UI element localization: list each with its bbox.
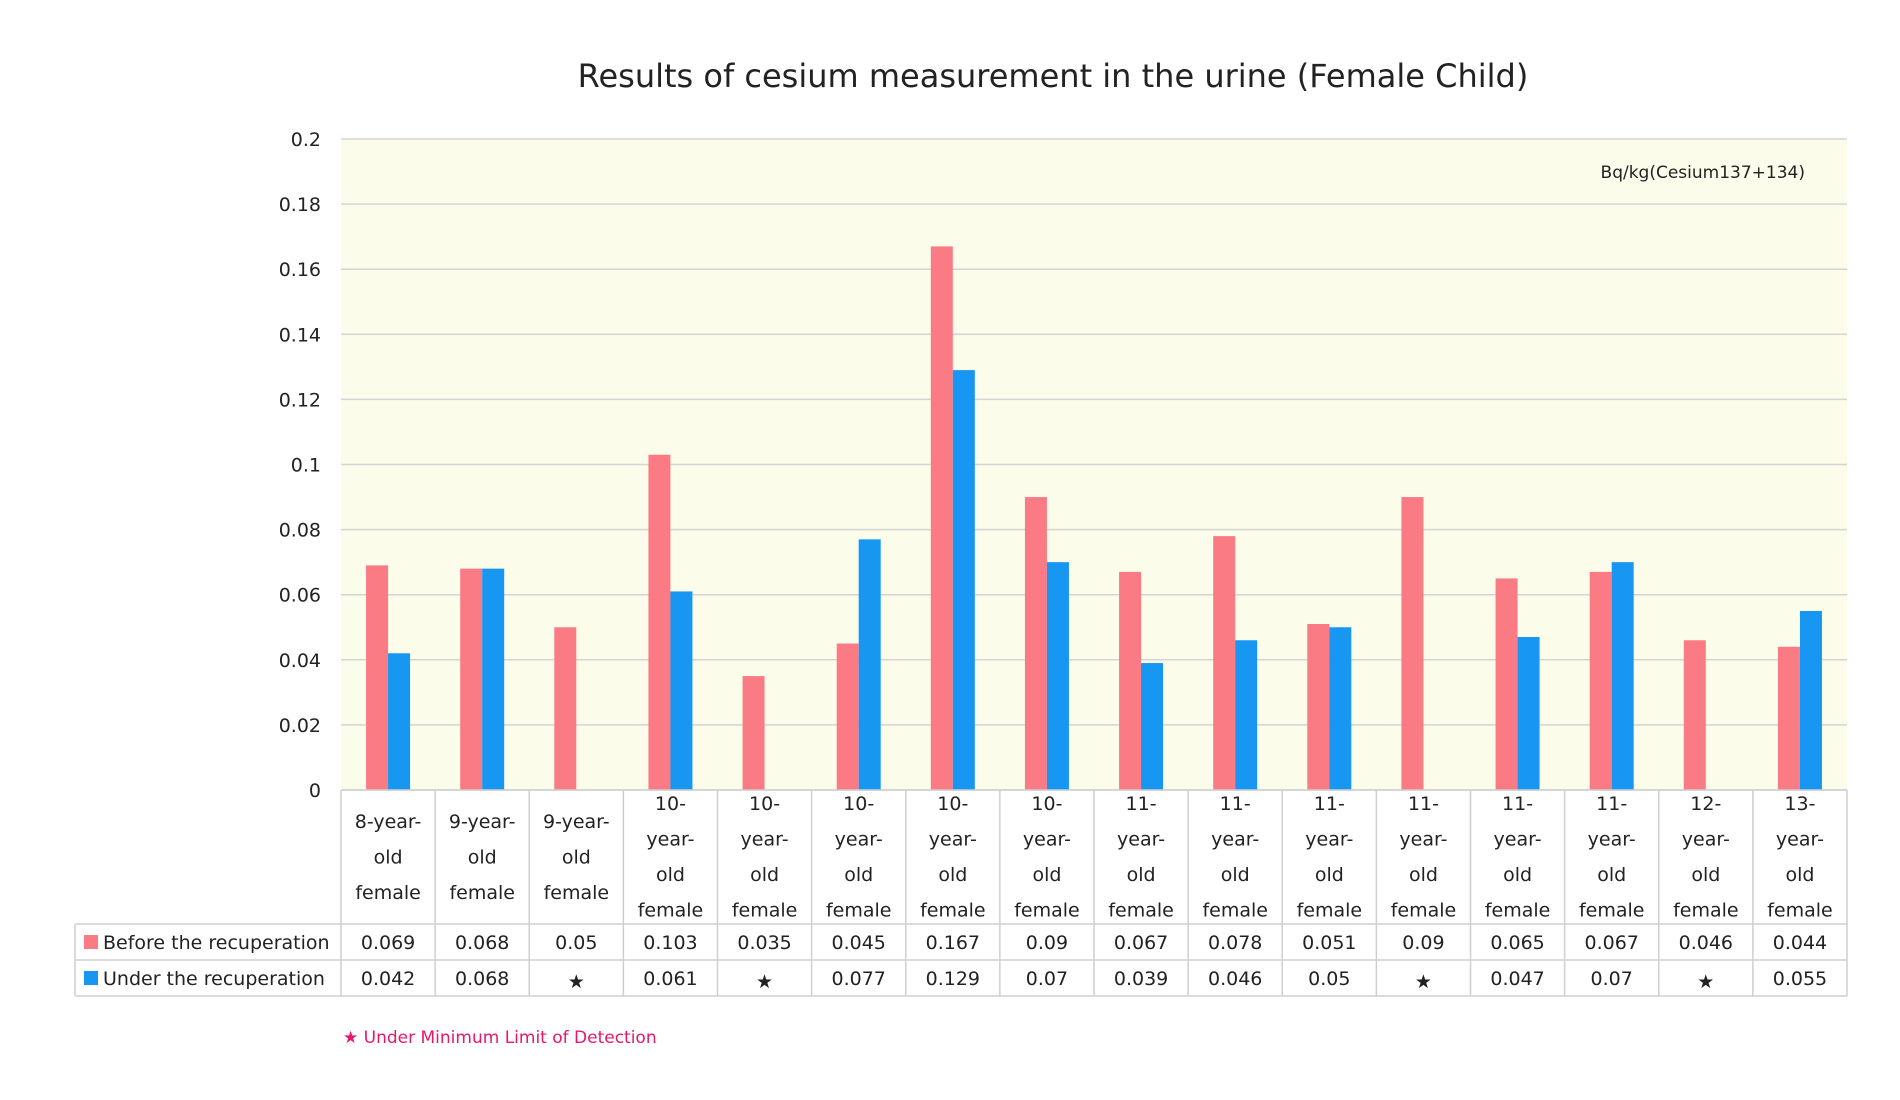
data-cell: 0.067 [1114, 932, 1168, 954]
data-cell: 0.069 [361, 932, 415, 954]
bar-under [388, 653, 411, 790]
data-cell: 0.05 [1308, 968, 1350, 990]
bar-before [836, 643, 859, 790]
category-label: 11-year-old female [1297, 793, 1363, 922]
data-cell: 0.042 [361, 968, 415, 990]
y-tick-label: 0.18 [279, 194, 321, 216]
chart-title: Results of cesium measurement in the uri… [578, 57, 1529, 95]
data-cell: 0.078 [1208, 932, 1262, 954]
y-tick-label: 0.14 [279, 324, 321, 346]
bar-before [742, 676, 765, 790]
bar-under [482, 568, 505, 790]
category-label: 13-year-old female [1767, 793, 1833, 922]
y-tick-label: 0.12 [279, 389, 321, 411]
bar-before [1401, 497, 1424, 790]
data-cell: 0.068 [455, 932, 509, 954]
footnote-legend: ★ Under Minimum Limit of Detection [343, 1028, 657, 1048]
y-tick-label: 0.16 [279, 259, 321, 281]
category-label: 11-year-old female [1108, 793, 1174, 922]
category-label: 10-year-old female [732, 793, 798, 922]
category-label: 9-year-old female [449, 811, 516, 904]
bar-under [952, 370, 975, 790]
data-cell: 0.035 [737, 932, 791, 954]
data-cell: 0.07 [1026, 968, 1068, 990]
data-cell: 0.067 [1584, 932, 1638, 954]
below-detection-star: ★ [756, 971, 773, 993]
bar-before [460, 568, 483, 790]
data-table: 8-year-old female 9-year-old female 9-year-o… [74, 789, 1848, 997]
category-label: 11-year-old female [1579, 793, 1645, 922]
unit-label: Bq/kg(Cesium137+134) [1601, 163, 1805, 183]
bar-before [554, 627, 577, 790]
bar-under [1517, 637, 1540, 790]
bar-before [1213, 536, 1236, 790]
bar-before [1683, 640, 1706, 790]
data-cell: 0.055 [1773, 968, 1827, 990]
category-label: 12-year-old female [1673, 793, 1739, 922]
y-tick-label: 0.08 [279, 520, 321, 542]
data-cell: 0.045 [831, 932, 885, 954]
legend-swatch [84, 935, 98, 949]
y-tick-label: 0.1 [291, 455, 321, 477]
category-label: 11-year-old female [1391, 793, 1457, 922]
bar-before [1777, 646, 1800, 790]
data-cell: 0.068 [455, 968, 509, 990]
bars [366, 246, 1822, 791]
data-cell: 0.061 [643, 968, 697, 990]
data-cell: 0.039 [1114, 968, 1168, 990]
category-label: 10-year-old female [638, 793, 704, 922]
below-detection-star: ★ [1415, 971, 1432, 993]
bar-before [1024, 497, 1047, 790]
bar-under [1611, 562, 1634, 790]
bar-under [1799, 610, 1822, 790]
data-cell: 0.129 [926, 968, 980, 990]
category-label: 10-year-old female [826, 793, 892, 922]
category-label: 11-year-old female [1485, 793, 1551, 922]
bar-before [648, 454, 671, 790]
series-label: Before the recuperation [103, 932, 330, 954]
legend-swatch [84, 971, 98, 985]
category-label: 11-year-old female [1202, 793, 1268, 922]
data-cell: 0.044 [1773, 932, 1827, 954]
bar-before [1307, 623, 1330, 790]
y-tick-label: 0 [309, 780, 321, 802]
bar-under [1235, 640, 1258, 790]
data-cell: 0.077 [831, 968, 885, 990]
bar-under [858, 539, 881, 790]
gridlines [341, 138, 1847, 791]
y-axis: 0 0.02 0.04 0.06 0.08 0.1 0.12 0.14 0.16 0.18 0.2 [279, 129, 321, 802]
bar-under [1046, 562, 1069, 790]
data-cell: 0.103 [643, 932, 697, 954]
y-tick-label: 0.06 [279, 585, 321, 607]
data-cell: 0.065 [1490, 932, 1544, 954]
category-label: 10-year-old female [920, 793, 986, 922]
bar-under [670, 591, 693, 790]
y-tick-label: 0.2 [291, 129, 321, 151]
category-label: 10-year-old female [1014, 793, 1080, 922]
bar-under [1141, 663, 1164, 790]
y-tick-label: 0.02 [279, 715, 321, 737]
bar-before [1589, 571, 1612, 790]
category-label: 9-year-old female [543, 811, 610, 904]
bar-under [1329, 627, 1352, 790]
data-cell: 0.051 [1302, 932, 1356, 954]
bar-before [1119, 571, 1142, 790]
data-cell: 0.167 [926, 932, 980, 954]
data-cell: 0.09 [1402, 932, 1444, 954]
category-label: 8-year-old female [355, 811, 422, 904]
below-detection-star: ★ [1697, 971, 1714, 993]
data-cell: 0.046 [1208, 968, 1262, 990]
data-cell: 0.046 [1679, 932, 1733, 954]
series-label: Under the recuperation [103, 968, 325, 990]
data-cell: 0.047 [1490, 968, 1544, 990]
bar-before [1495, 578, 1518, 790]
data-cell: 0.07 [1591, 968, 1633, 990]
y-tick-label: 0.04 [279, 650, 321, 672]
data-cell: 0.05 [555, 932, 597, 954]
bar-before [930, 246, 953, 791]
below-detection-star: ★ [568, 971, 585, 993]
bar-before [366, 565, 389, 790]
data-cell: 0.09 [1026, 932, 1068, 954]
